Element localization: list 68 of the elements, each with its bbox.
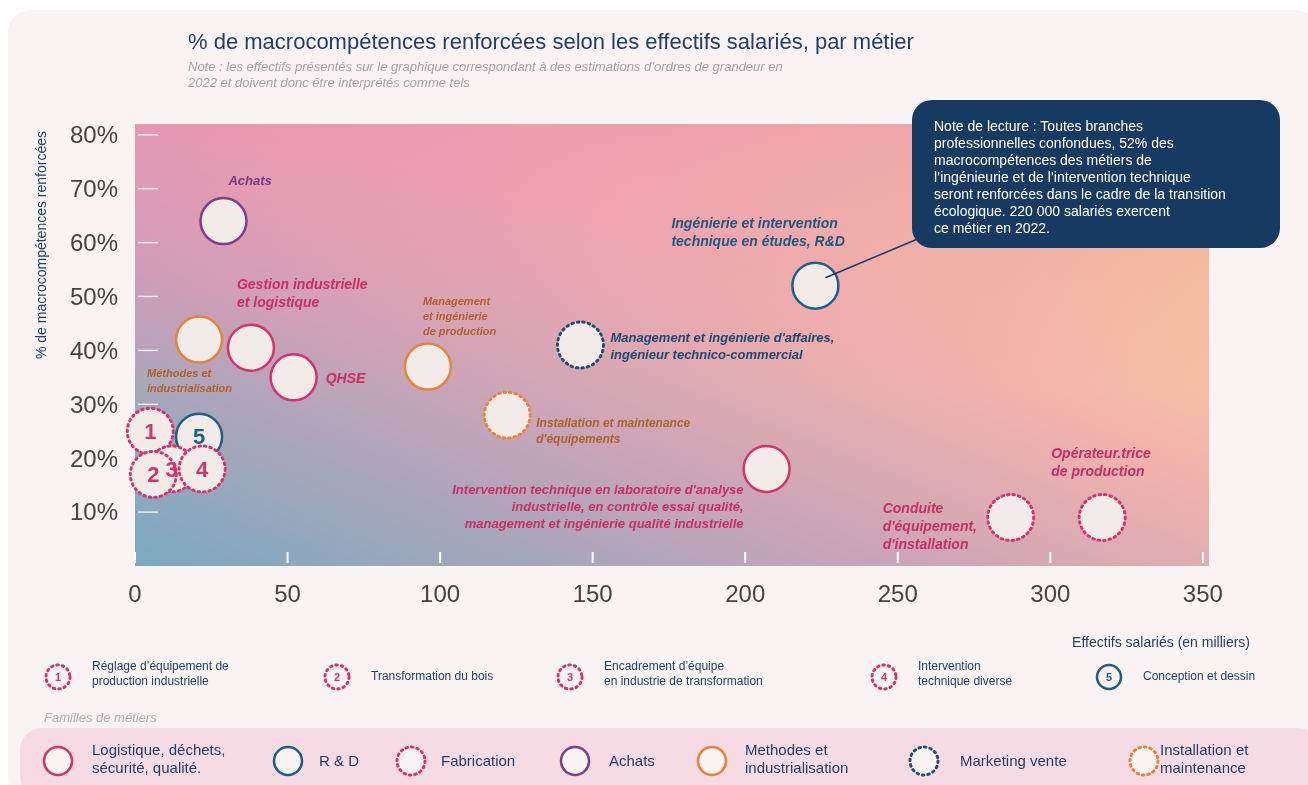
annotation: Ingénierie et intervention technique en études, R&D <box>671 214 845 249</box>
x-tick-label: 0 <box>128 580 142 607</box>
x-tick-label: 350 <box>1182 580 1223 607</box>
annotation: 4 <box>196 456 209 482</box>
x-axis-title: Effectifs salariés (en milliers) <box>1072 634 1250 650</box>
x-tick-label: 300 <box>1030 580 1071 607</box>
text: 2 <box>333 670 341 683</box>
annotation: Management et ingénierie d'affaires, ingénieur technico-commercial <box>610 330 835 362</box>
legend-label: Fabrication <box>441 752 516 769</box>
text: Conception et dessin <box>1143 669 1256 683</box>
x-tick-label: 200 <box>725 580 766 607</box>
text: Familles de métiers <box>44 710 158 725</box>
point <box>174 315 224 364</box>
annotation: Intervention technique en laboratoire d'analyse industrielle, en contrôle essai qualité, management et ingénierie qualité industrielle <box>452 481 744 531</box>
y-tick-label: 60% <box>69 228 118 256</box>
annotation: QHSE <box>325 370 366 387</box>
y-tick-label: 50% <box>69 282 118 310</box>
annotation: Management et ingénierie de production <box>422 294 497 337</box>
point <box>555 320 605 370</box>
y-tick-label: 70% <box>69 175 118 203</box>
text: 3 <box>566 670 574 683</box>
y-axis-title: % de macrocompétences renforcées <box>33 131 49 359</box>
text: 4 <box>880 670 888 683</box>
annotation: 1 <box>144 418 157 444</box>
legend-label: Achats <box>609 752 655 769</box>
point <box>226 323 276 372</box>
annotation: Opérateur.trice de production <box>1051 445 1152 480</box>
annotation: Conduite d'équipement, d'installation <box>882 500 978 553</box>
text: Transformation du bois <box>371 669 494 683</box>
point <box>177 444 227 494</box>
y-tick-label: 80% <box>69 121 118 149</box>
point <box>269 353 318 402</box>
legend-label: Marketing vente <box>960 752 1067 769</box>
x-tick-label: 150 <box>572 580 613 607</box>
point <box>791 261 840 310</box>
annotation: Gestion industrielle et logistique <box>236 275 368 310</box>
text: Intervention technique diverse <box>918 659 1013 688</box>
point <box>1077 492 1127 542</box>
annotation: Note de lecture : Toutes branches professionnelles confondues, 52% des macrocompétences des métiers de l’ingénieurie et de l’intervention technique seront renforcées dans le cadre de la transition écologique. 220 000 salariés exercent ce métier en 2022. <box>934 118 1226 236</box>
chart-title: % de macrocompétences renforcées selon les effectifs salariés, par métier <box>188 29 914 54</box>
point <box>482 390 532 440</box>
text: 1 <box>54 670 62 683</box>
text: Réglage d’équipement de production industrielle <box>92 659 230 688</box>
y-tick-label: 30% <box>69 390 118 418</box>
annotation: Achats <box>227 173 272 189</box>
legend-label: Logistique, déchets, sécurité, qualité. <box>92 741 226 776</box>
point <box>199 196 248 246</box>
point <box>986 492 1036 542</box>
annotation: Méthodes et industrialisation <box>147 366 233 394</box>
x-tick-label: 50 <box>274 580 301 607</box>
x-tick-label: 100 <box>420 580 461 607</box>
chart-subtitle: Note : les effectifs présentés sur le graphique correspondant à des estimations d’ordres de grandeur en 2022 et doivent donc être interprétés comme tels <box>187 59 783 90</box>
legend-label: Methodes et industrialisation <box>745 741 849 776</box>
legend-label: Installation et maintenance <box>1160 741 1250 776</box>
y-tick-label: 20% <box>69 444 118 472</box>
x-tick-label: 250 <box>877 580 918 607</box>
annotation: 2 <box>147 462 160 488</box>
callout-box: Note de lecture : Toutes branches professionnelles confondues, 52% des macrocompétences des métiers de l’ingénieurie et de l’intervention technique seront renforcées dans le cadre de la transition écologique. 220 000 salariés exercent ce métier en 2022. <box>912 100 1280 248</box>
legend-label: R & D <box>319 752 360 769</box>
text: 5 <box>1105 670 1113 683</box>
annotation: 5 <box>192 424 206 450</box>
point <box>403 342 453 391</box>
point <box>742 444 791 494</box>
y-tick-label: 40% <box>69 336 118 364</box>
text: Encadrement d’équipe en industrie de transformation <box>604 659 763 688</box>
annotation: Installation et maintenance d'équipements <box>536 416 691 447</box>
point <box>125 406 175 456</box>
y-tick-label: 10% <box>69 498 118 526</box>
